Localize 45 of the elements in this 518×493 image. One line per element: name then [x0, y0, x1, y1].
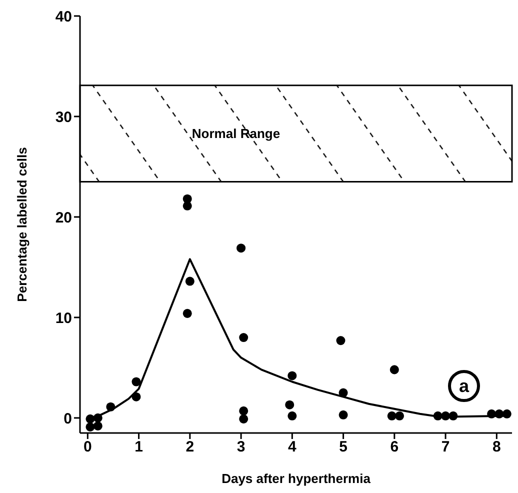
y-tick-label: 40	[55, 8, 72, 26]
point	[185, 276, 194, 286]
x-tick-label: 7	[441, 438, 450, 456]
y-tick-label: 30	[55, 108, 72, 126]
point	[132, 377, 141, 386]
point	[502, 409, 512, 418]
point	[448, 411, 458, 420]
y-tick-label: 10	[55, 310, 72, 327]
point	[239, 414, 248, 424]
point	[487, 409, 496, 418]
point	[336, 336, 346, 346]
point	[239, 333, 248, 342]
point	[93, 421, 102, 430]
point	[285, 400, 294, 410]
point	[288, 411, 297, 420]
x-tick-label: 6	[390, 438, 399, 456]
x-tick-label: 4	[288, 438, 297, 456]
point	[387, 411, 396, 420]
point	[236, 244, 246, 253]
x-tick-label: 5	[339, 438, 348, 456]
point	[494, 409, 504, 418]
point	[239, 406, 248, 416]
point	[390, 365, 399, 374]
y-axis-title: Percentage labelled cells	[14, 147, 30, 302]
point	[433, 411, 442, 420]
annotation: a	[458, 376, 469, 396]
point	[106, 402, 116, 412]
x-tick-label: 3	[236, 438, 246, 456]
point	[182, 308, 192, 318]
x-tick-label: 1	[134, 438, 143, 456]
point	[288, 371, 297, 380]
point	[338, 388, 348, 398]
x-axis-title: Days after hyperthermia	[222, 471, 372, 486]
y-tick-label: 20	[55, 209, 72, 226]
point	[132, 392, 141, 402]
point	[338, 410, 348, 420]
point	[86, 422, 95, 432]
x-tick-label: 2	[186, 438, 194, 456]
point	[441, 411, 450, 420]
x-tick-label: 0	[83, 438, 92, 456]
band-label: Normal Range	[192, 126, 280, 142]
point	[395, 411, 404, 420]
y-tick-label: 0	[64, 410, 72, 428]
point	[93, 413, 102, 422]
x-tick-label: 8	[492, 438, 501, 456]
